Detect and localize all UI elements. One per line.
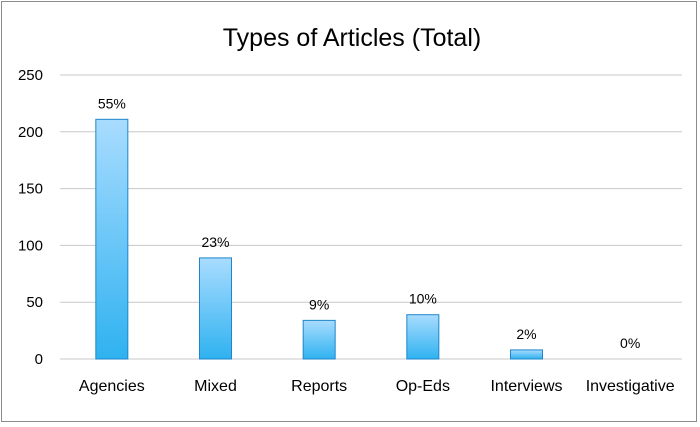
- chart-title: Types of Articles (Total): [223, 24, 481, 52]
- bar-reports: [302, 319, 336, 360]
- bar-interviews: [510, 349, 543, 360]
- x-tick-label: Investigative: [586, 378, 675, 395]
- x-tick-label: Agencies: [79, 378, 145, 395]
- y-tick-label: 100: [18, 237, 43, 254]
- x-tick-label: Mixed: [194, 378, 237, 395]
- x-tick-label: Reports: [291, 378, 347, 395]
- data-label: 0%: [620, 335, 640, 351]
- bar-mixed: [199, 257, 232, 360]
- data-label: 2%: [516, 326, 536, 342]
- y-axis-ticks: 0 50 100 150 200 250: [18, 67, 43, 368]
- gridlines: [60, 74, 682, 360]
- y-tick-label: 0: [35, 351, 43, 368]
- y-tick-label: 150: [18, 181, 43, 198]
- data-labels: 55% 23% 9% 10% 2% 0%: [98, 95, 640, 351]
- data-label: 9%: [309, 296, 329, 312]
- bar-agencies: [95, 118, 129, 360]
- x-tick-label: Interviews: [490, 378, 562, 395]
- x-axis-categories: Agencies Mixed Reports Op-Eds Interviews Inve…: [79, 378, 675, 395]
- x-tick-label: Op-Eds: [396, 378, 450, 395]
- bars: [95, 118, 543, 360]
- data-label: 10%: [409, 291, 437, 307]
- y-tick-label: 250: [18, 67, 43, 84]
- data-label: 23%: [201, 234, 229, 250]
- y-tick-label: 50: [26, 294, 43, 311]
- y-tick-label: 200: [18, 124, 43, 141]
- bar-op-eds: [406, 314, 440, 360]
- data-label: 55%: [98, 95, 126, 111]
